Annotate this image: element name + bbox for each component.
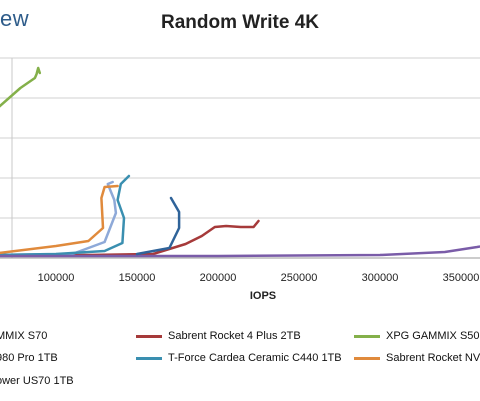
legend-label: Sabrent Rocket 4 Plus 2TB [168, 330, 301, 342]
series-line-1 [0, 219, 260, 257]
x-tick-label-2: 200000 [200, 272, 237, 284]
legend-item: ower US70 1TB [0, 375, 74, 387]
series-line-5 [0, 184, 119, 255]
legend-label: Sabrent Rocket NV [386, 352, 480, 364]
legend-item: Sabrent Rocket NV [354, 352, 480, 364]
legend-label: MMIX S70 [0, 330, 48, 342]
legend-item: Sabrent Rocket 4 Plus 2TB [136, 330, 301, 342]
legend-item: MMIX S70 [0, 330, 47, 342]
x-tick-label-1: 150000 [119, 272, 156, 284]
chart-title: Random Write 4K [160, 12, 319, 33]
legend-label: 980 Pro 1TB [0, 352, 58, 364]
logo-fragment: ew [0, 6, 30, 31]
x-tick-label-0: 100000 [38, 272, 75, 284]
legend-swatch [354, 334, 380, 338]
legend-swatch [354, 356, 380, 360]
series-line-4 [0, 174, 131, 257]
legend-label: T-Force Cardea Ceramic C440 1TB [168, 352, 342, 364]
x-axis-label: IOPS [249, 290, 277, 302]
legend-swatch [136, 356, 162, 360]
legend-label: XPG GAMMIX S50 [386, 330, 480, 342]
series-line-7 [135, 196, 181, 256]
legend-swatch [136, 334, 162, 338]
x-tick-label-5: 350000 [443, 272, 480, 284]
legend-item: 980 Pro 1TB [0, 352, 58, 364]
series-line-6 [0, 245, 480, 258]
x-tick-label-4: 300000 [362, 272, 399, 284]
legend-item: XPG GAMMIX S50 [354, 330, 480, 342]
series-line-2 [0, 66, 42, 256]
legend-label: ower US70 1TB [0, 375, 74, 387]
x-tick-label-3: 250000 [281, 272, 318, 284]
legend-item: T-Force Cardea Ceramic C440 1TB [136, 352, 342, 364]
